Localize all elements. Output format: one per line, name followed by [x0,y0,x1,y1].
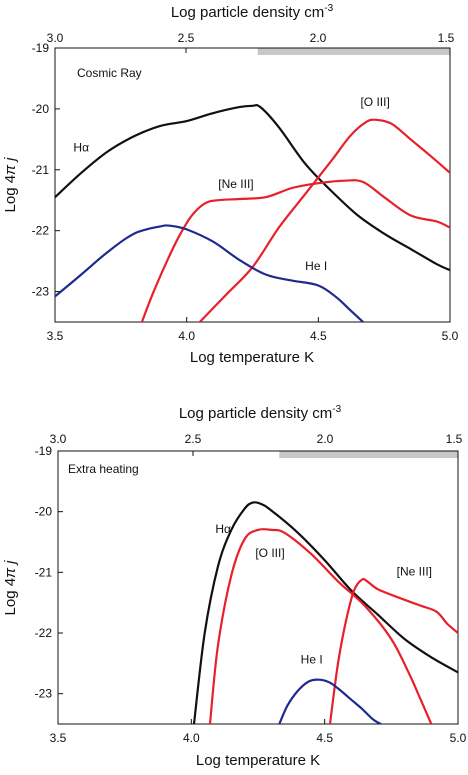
x-tick-label: 3.5 [50,731,67,745]
top-tick-label: 1.5 [438,31,455,45]
top-tick-label: 2.0 [317,432,334,446]
top-tick-labels: 3.0 2.5 2.0 1.5 [47,31,455,45]
y-tick-label: -19 [32,41,50,55]
y-tick-label: -20 [35,505,53,519]
series-line-ne-iii [140,179,450,322]
series-label: [Ne III] [218,177,253,191]
x-axis-title: Log temperature K [196,752,320,769]
y-tick-label: -23 [35,687,53,701]
series-labels: Hα [O III] [Ne III] He I [215,522,432,666]
top-tick-label: 3.0 [50,432,67,446]
series-group [192,501,458,724]
top-axis-title: Log particle density cm-3 [179,404,342,422]
x-tick-label: 3.5 [47,329,64,343]
plot-frame [57,450,459,725]
density-range-band [257,48,450,55]
series-label: [O III] [360,95,389,109]
y-axis: -19 -20 -21 -22 -23 [32,41,60,299]
top-tick-labels: 3.0 2.5 2.0 1.5 [50,432,463,446]
top-tick-label: 1.5 [446,432,463,446]
series-line-o-iii [198,118,450,322]
series-line-he-i [55,224,365,322]
series-line-ne-iii [328,577,458,724]
x-tick-label: 4.0 [183,731,200,745]
panel-label: Extra heating [68,462,139,476]
series-line-he-i [278,678,382,724]
y-tick-label: -21 [35,565,53,579]
panel-label: Cosmic Ray [77,66,142,80]
density-range-band [279,451,458,458]
y-tick-label: -20 [32,102,50,116]
series-labels: Hα [O III] [Ne III] He I [73,95,389,273]
y-tick-label: -21 [32,163,50,177]
x-tick-label: 4.0 [178,329,195,343]
x-axis-title: Log temperature K [190,349,314,366]
series-line-o-iii [208,528,433,724]
y-axis-title: Log 4πj [2,560,19,616]
x-axis: 3.5 4.0 4.5 5.0 [47,317,459,343]
y-axis: -19 -20 -21 -22 -23 [35,444,63,701]
series-label: Hα [73,141,89,155]
x-tick-label: 4.5 [316,731,333,745]
x-axis: 3.5 4.0 4.5 5.0 [50,719,467,745]
series-label: [Ne III] [397,564,432,578]
series-label: He I [301,652,323,666]
top-axis-title: Log particle density cm-3 [171,3,334,21]
x-tick-label: 4.5 [310,329,327,343]
top-tick-label: 3.0 [47,31,64,45]
plot-frame [54,47,451,323]
x-tick-label: 5.0 [450,731,467,745]
chart-panel-cosmic-ray: Log particle density cm-3 3.0 2.5 2.0 1.… [2,3,459,366]
series-group [55,104,450,322]
series-line-h [55,104,450,272]
chart-panel-extra-heating: Log particle density cm-3 3.0 2.5 2.0 1.… [2,404,467,769]
top-tick-label: 2.5 [185,432,202,446]
y-tick-label: -19 [35,444,53,458]
y-tick-label: -22 [32,224,50,238]
series-label: Hα [215,522,231,536]
top-tick-label: 2.0 [310,31,327,45]
y-tick-label: -23 [32,285,50,299]
y-axis-title: Log 4πj [2,157,19,213]
series-line-h [192,501,458,724]
x-tick-label: 5.0 [442,329,459,343]
top-tick-label: 2.5 [178,31,195,45]
series-label: He I [305,259,327,273]
series-label: [O III] [255,546,284,560]
y-tick-label: -22 [35,626,53,640]
